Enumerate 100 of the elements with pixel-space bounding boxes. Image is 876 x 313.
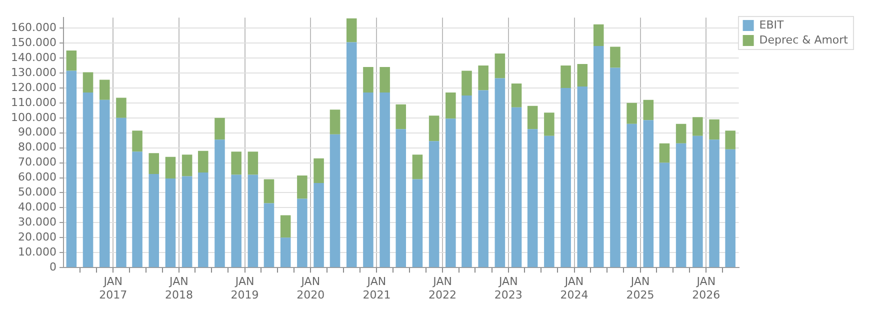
bar: [626, 102, 637, 124]
y-tick-label: 140.000: [10, 50, 56, 64]
bar: [577, 86, 588, 268]
bar: [363, 67, 374, 92]
x-tick-label: JAN 2022: [428, 275, 457, 302]
bar: [264, 179, 274, 204]
y-tick-label: 60.000: [18, 170, 56, 184]
y-tick-label: 120.000: [10, 80, 56, 94]
bar: [165, 156, 176, 179]
bar: [643, 120, 654, 268]
bar: [659, 143, 670, 163]
bar: [676, 124, 686, 144]
bar: [198, 150, 208, 173]
bar: [527, 106, 538, 130]
bar: [297, 176, 308, 199]
bar: [297, 198, 308, 268]
bar: [544, 112, 554, 136]
bar: [346, 18, 357, 42]
bar: [280, 215, 291, 238]
bar: [66, 70, 77, 268]
bar: [182, 154, 192, 176]
y-tick-label: 90.000: [18, 126, 56, 139]
bar: [99, 80, 110, 100]
bar: [527, 129, 538, 268]
bar: [610, 46, 620, 68]
bar: [577, 64, 588, 86]
x-tick-label: JAN 2025: [626, 275, 654, 302]
bar: [544, 136, 554, 268]
bar: [231, 152, 242, 175]
bar: [182, 176, 192, 268]
x-tick-label: JAN 2021: [362, 275, 391, 302]
bar: [82, 92, 94, 268]
y-tick-label: 20.000: [18, 230, 56, 244]
bar: [380, 92, 390, 268]
bar: [725, 149, 736, 268]
bar: [314, 183, 324, 268]
bar: [346, 42, 357, 268]
bar: [560, 88, 571, 268]
bar: [709, 119, 720, 140]
x-tick-label: JAN 2024: [560, 275, 588, 302]
bar: [280, 238, 291, 268]
y-tick-label: 110.000: [10, 96, 56, 109]
bar: [396, 104, 406, 130]
bar: [99, 100, 110, 268]
bar: [610, 68, 620, 268]
bar: [116, 98, 126, 118]
y-tick-label: 160.000: [10, 20, 56, 34]
bar: [363, 92, 374, 268]
bar: [676, 143, 686, 268]
y-tick-label: 10.000: [18, 245, 56, 258]
bar: [330, 110, 340, 134]
bar: [478, 90, 488, 268]
y-tick-label: 150.000: [10, 36, 56, 49]
bar: [692, 117, 703, 136]
bar: [462, 95, 472, 268]
bar: [511, 107, 522, 268]
y-tick-label: 0: [49, 260, 56, 274]
bar: [725, 130, 736, 150]
bar: [560, 66, 571, 88]
x-tick-label: JAN 2026: [692, 275, 720, 302]
bar: [659, 162, 670, 268]
bar: [511, 83, 522, 108]
bar: [132, 152, 142, 268]
bar: [264, 203, 274, 268]
bar: [428, 141, 440, 268]
bar: [626, 124, 637, 268]
y-tick-label: 40.000: [18, 200, 56, 214]
y-tick-label: 30.000: [18, 216, 56, 229]
bar: [66, 50, 77, 71]
bar: [593, 46, 604, 268]
legend-label: EBIT: [759, 18, 784, 32]
bar: [412, 154, 423, 180]
bar: [709, 140, 720, 268]
bar: [494, 78, 506, 268]
bar: [692, 136, 703, 268]
bar: [396, 129, 406, 268]
x-tick-label: JAN 2020: [296, 275, 325, 302]
y-tick-label: 70.000: [18, 156, 56, 169]
bar: [214, 140, 225, 268]
x-tick-label: JAN 2018: [164, 275, 193, 302]
bar: [330, 134, 340, 268]
y-tick-label: 130.000: [10, 66, 56, 79]
x-tick-label: JAN 2023: [494, 275, 522, 302]
bar: [494, 54, 506, 78]
bar: [412, 179, 423, 268]
y-tick-label: 50.000: [18, 186, 56, 199]
bar: [231, 174, 242, 268]
bar: [116, 118, 126, 268]
bar: [148, 153, 160, 174]
y-tick-label: 80.000: [18, 140, 56, 154]
bar: [314, 158, 324, 184]
bar: [380, 67, 390, 92]
bar: [132, 130, 142, 152]
bar: [462, 70, 472, 96]
y-tick-label: 100.000: [10, 110, 56, 124]
bar: [478, 66, 488, 90]
bar: [428, 116, 440, 142]
bar: [148, 174, 160, 268]
bar: [446, 118, 456, 268]
bar: [593, 24, 604, 46]
